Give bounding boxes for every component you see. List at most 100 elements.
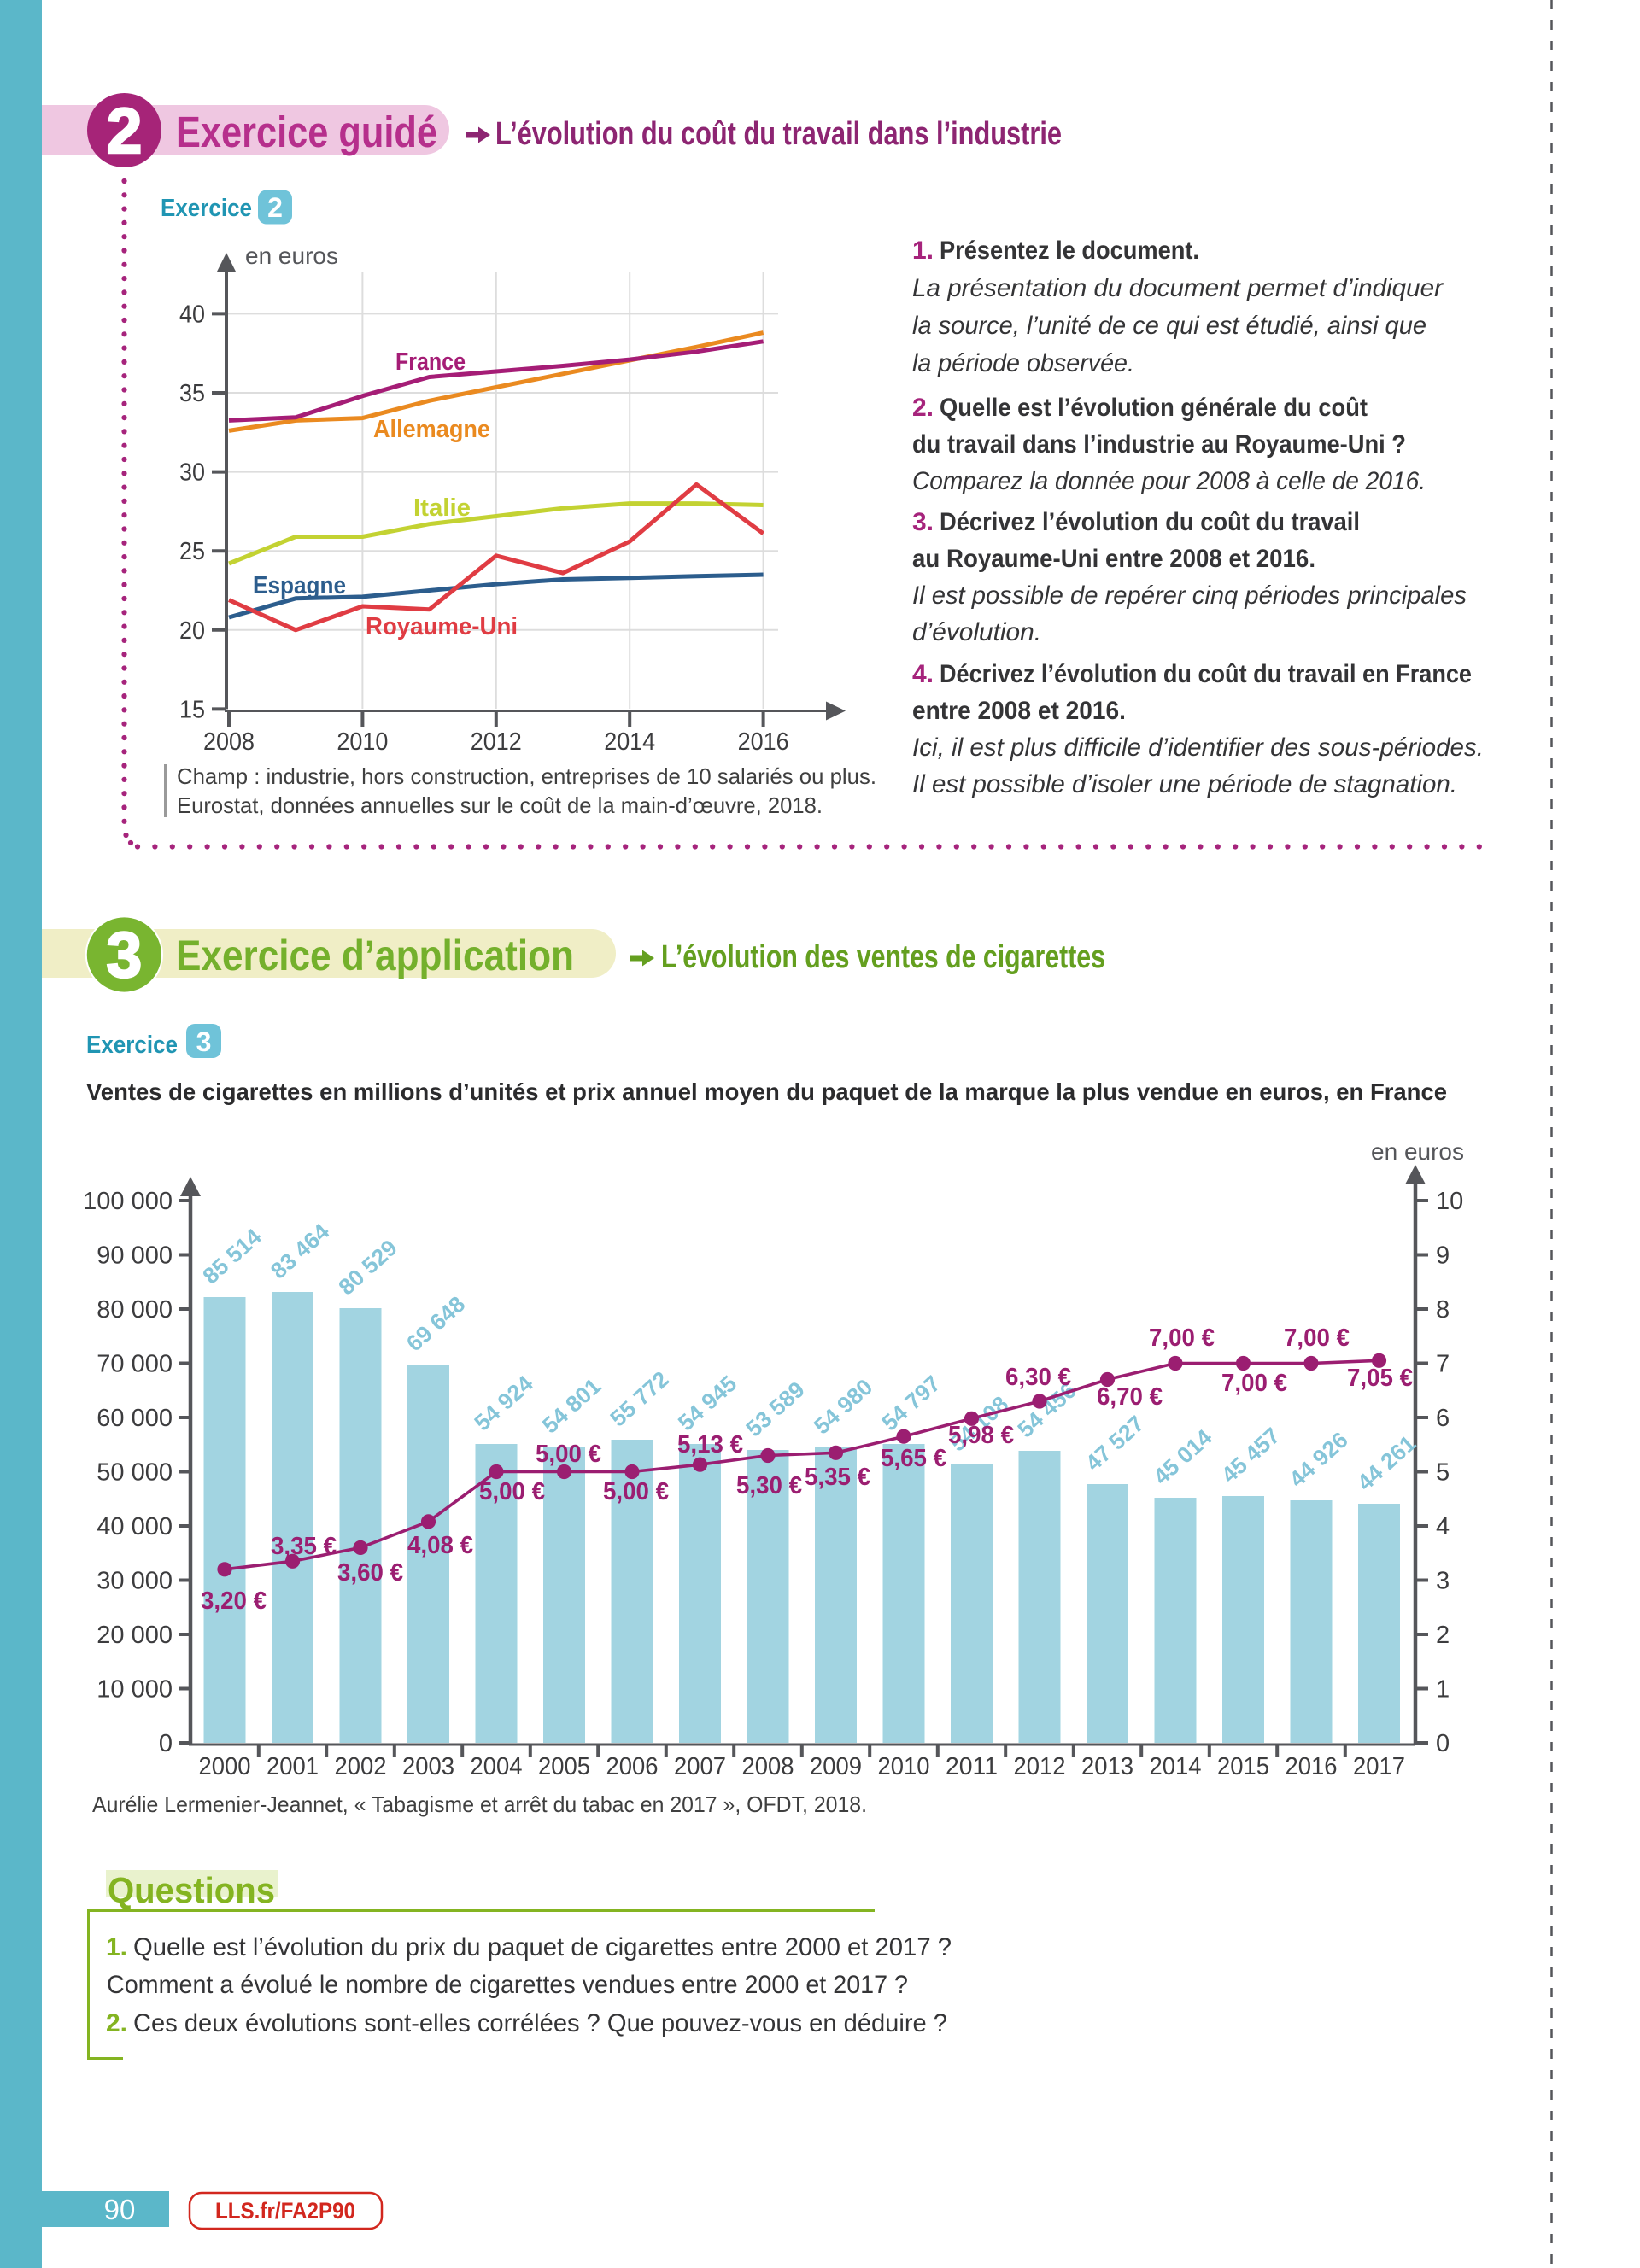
svg-text:100 000: 100 000	[83, 1188, 173, 1215]
svg-text:90 000: 90 000	[97, 1242, 173, 1270]
svg-text:3,35 €: 3,35 €	[271, 1533, 337, 1560]
svg-text:Quelle est l’évolution général: Quelle est l’évolution générale du coût	[940, 394, 1368, 422]
svg-text:7,00 €: 7,00 €	[1221, 1370, 1287, 1397]
svg-text:0: 0	[1436, 1730, 1450, 1757]
svg-text:5,00 €: 5,00 €	[536, 1441, 601, 1468]
svg-text:5,98 €: 5,98 €	[948, 1422, 1014, 1449]
svg-text:7,00 €: 7,00 €	[1284, 1324, 1350, 1352]
svg-text:2010: 2010	[337, 728, 388, 756]
svg-text:2008: 2008	[742, 1753, 794, 1780]
svg-text:15: 15	[179, 696, 205, 723]
svg-text:7: 7	[1436, 1351, 1450, 1378]
svg-text:54 801: 54 801	[537, 1373, 606, 1439]
svg-text:2004: 2004	[471, 1753, 523, 1780]
svg-text:10 000: 10 000	[97, 1676, 173, 1704]
svg-text:45 457: 45 457	[1216, 1423, 1285, 1488]
svg-text:Exercice: Exercice	[161, 195, 252, 222]
svg-text:20 000: 20 000	[97, 1622, 173, 1649]
svg-text:2010: 2010	[878, 1753, 930, 1780]
svg-text:9: 9	[1436, 1242, 1450, 1270]
svg-text:Quelle est l’évolution du prix: Quelle est l’évolution du prix du paquet…	[133, 1933, 952, 1961]
svg-text:0: 0	[159, 1730, 173, 1757]
svg-text:2014: 2014	[604, 728, 655, 756]
svg-text:Ici, il est plus difficile d’i: Ici, il est plus difficile d’identifier …	[912, 734, 1484, 762]
svg-text:Exercice: Exercice	[86, 1032, 178, 1059]
svg-text:80 529: 80 529	[333, 1235, 401, 1301]
svg-text:Aurélie Lermenier-Jeannet, « T: Aurélie Lermenier-Jeannet, « Tabagisme e…	[92, 1792, 867, 1817]
svg-text:3: 3	[1436, 1568, 1450, 1595]
svg-text:3,20 €: 3,20 €	[201, 1587, 266, 1615]
svg-text:40 000: 40 000	[97, 1513, 173, 1540]
svg-text:90: 90	[104, 2194, 136, 2225]
svg-text:2011: 2011	[946, 1753, 998, 1780]
svg-text:3.: 3.	[912, 508, 934, 536]
svg-text:LLS.fr/FA2P90: LLS.fr/FA2P90	[215, 2198, 355, 2224]
svg-text:35: 35	[179, 380, 205, 407]
svg-text:2008: 2008	[203, 728, 255, 756]
svg-text:4,08 €: 4,08 €	[407, 1532, 473, 1559]
svg-text:6,70 €: 6,70 €	[1097, 1383, 1163, 1411]
svg-text:France: France	[395, 348, 466, 376]
svg-text:2000: 2000	[199, 1753, 251, 1780]
svg-text:2.: 2.	[912, 394, 934, 422]
svg-text:10: 10	[1436, 1188, 1463, 1215]
svg-text:2: 2	[107, 95, 143, 167]
svg-text:3,60 €: 3,60 €	[337, 1559, 403, 1587]
svg-text:2005: 2005	[538, 1753, 590, 1780]
svg-text:5,13 €: 5,13 €	[677, 1431, 743, 1458]
svg-text:2012: 2012	[471, 728, 522, 756]
svg-text:Comment a évolué le nombre de: Comment a évolué le nombre de cigarettes…	[107, 1971, 908, 1999]
svg-text:5,30 €: 5,30 €	[736, 1472, 802, 1499]
svg-text:Il est possible d’isoler une p: Il est possible d’isoler une période de …	[912, 770, 1457, 798]
svg-text:2003: 2003	[402, 1753, 454, 1780]
svg-text:45 014: 45 014	[1148, 1424, 1217, 1490]
svg-text:2016: 2016	[1286, 1753, 1338, 1780]
svg-text:5,35 €: 5,35 €	[805, 1464, 870, 1491]
svg-text:Exercice guidé: Exercice guidé	[176, 108, 437, 156]
svg-text:54 924: 54 924	[469, 1371, 538, 1436]
svg-text:40: 40	[179, 301, 205, 328]
svg-text:60 000: 60 000	[97, 1405, 173, 1432]
svg-text:la période observée.: la période observée.	[912, 349, 1134, 377]
svg-text:entre 2008 et 2016.: entre 2008 et 2016.	[912, 697, 1126, 725]
svg-text:55 772: 55 772	[605, 1366, 673, 1432]
svg-text:L’évolution des ventes de ciga: L’évolution des ventes de cigarettes	[661, 939, 1105, 975]
svg-text:2014: 2014	[1150, 1753, 1202, 1780]
svg-text:Italie: Italie	[413, 494, 471, 522]
svg-text:Présentez le document.: Présentez le document.	[940, 237, 1199, 265]
svg-text:1.: 1.	[106, 1933, 127, 1961]
svg-text:en euros: en euros	[1371, 1138, 1464, 1165]
svg-text:Espagne: Espagne	[253, 572, 346, 599]
svg-text:2012: 2012	[1014, 1753, 1066, 1780]
svg-text:44 261: 44 261	[1352, 1430, 1420, 1496]
svg-text:3: 3	[107, 919, 143, 991]
svg-text:4.: 4.	[912, 660, 934, 688]
svg-text:83 464: 83 464	[266, 1219, 335, 1284]
svg-text:7,00 €: 7,00 €	[1149, 1324, 1215, 1352]
svg-text:70 000: 70 000	[97, 1351, 173, 1378]
svg-text:5: 5	[1436, 1459, 1450, 1487]
svg-text:30: 30	[179, 459, 205, 487]
svg-text:54 945: 54 945	[673, 1371, 741, 1436]
svg-text:Eurostat, données annuelles su: Eurostat, données annuelles sur le coût …	[177, 792, 823, 818]
svg-text:Allemagne: Allemagne	[373, 416, 490, 443]
svg-text:Ces deux évolutions sont-elles: Ces deux évolutions sont-elles corrélées…	[133, 2009, 947, 2037]
svg-text:2013: 2013	[1081, 1753, 1133, 1780]
svg-text:Ventes de cigarettes en millio: Ventes de cigarettes en millions d’unité…	[86, 1078, 1447, 1105]
svg-text:en euros: en euros	[245, 243, 338, 269]
svg-text:3: 3	[196, 1026, 212, 1057]
svg-text:2002: 2002	[335, 1753, 387, 1780]
svg-text:Il est possible de repérer cin: Il est possible de repérer cinq périodes…	[912, 582, 1467, 610]
svg-text:8: 8	[1436, 1296, 1450, 1324]
svg-text:Champ : industrie, hors constr: Champ : industrie, hors construction, en…	[177, 763, 876, 789]
svg-text:Décrivez l’évolution du coût d: Décrivez l’évolution du coût du travail …	[940, 660, 1472, 688]
svg-text:Exercice d’application: Exercice d’application	[176, 932, 574, 979]
svg-text:2016: 2016	[738, 728, 789, 756]
svg-text:1.: 1.	[912, 237, 934, 265]
svg-text:54 797: 54 797	[876, 1371, 945, 1436]
svg-text:5,65 €: 5,65 €	[881, 1445, 946, 1472]
svg-text:80 000: 80 000	[97, 1296, 173, 1324]
svg-text:7,05 €: 7,05 €	[1347, 1365, 1413, 1392]
svg-text:2009: 2009	[810, 1753, 862, 1780]
svg-text:la source, l’unité de ce qui e: la source, l’unité de ce qui est étudié,…	[912, 312, 1426, 340]
